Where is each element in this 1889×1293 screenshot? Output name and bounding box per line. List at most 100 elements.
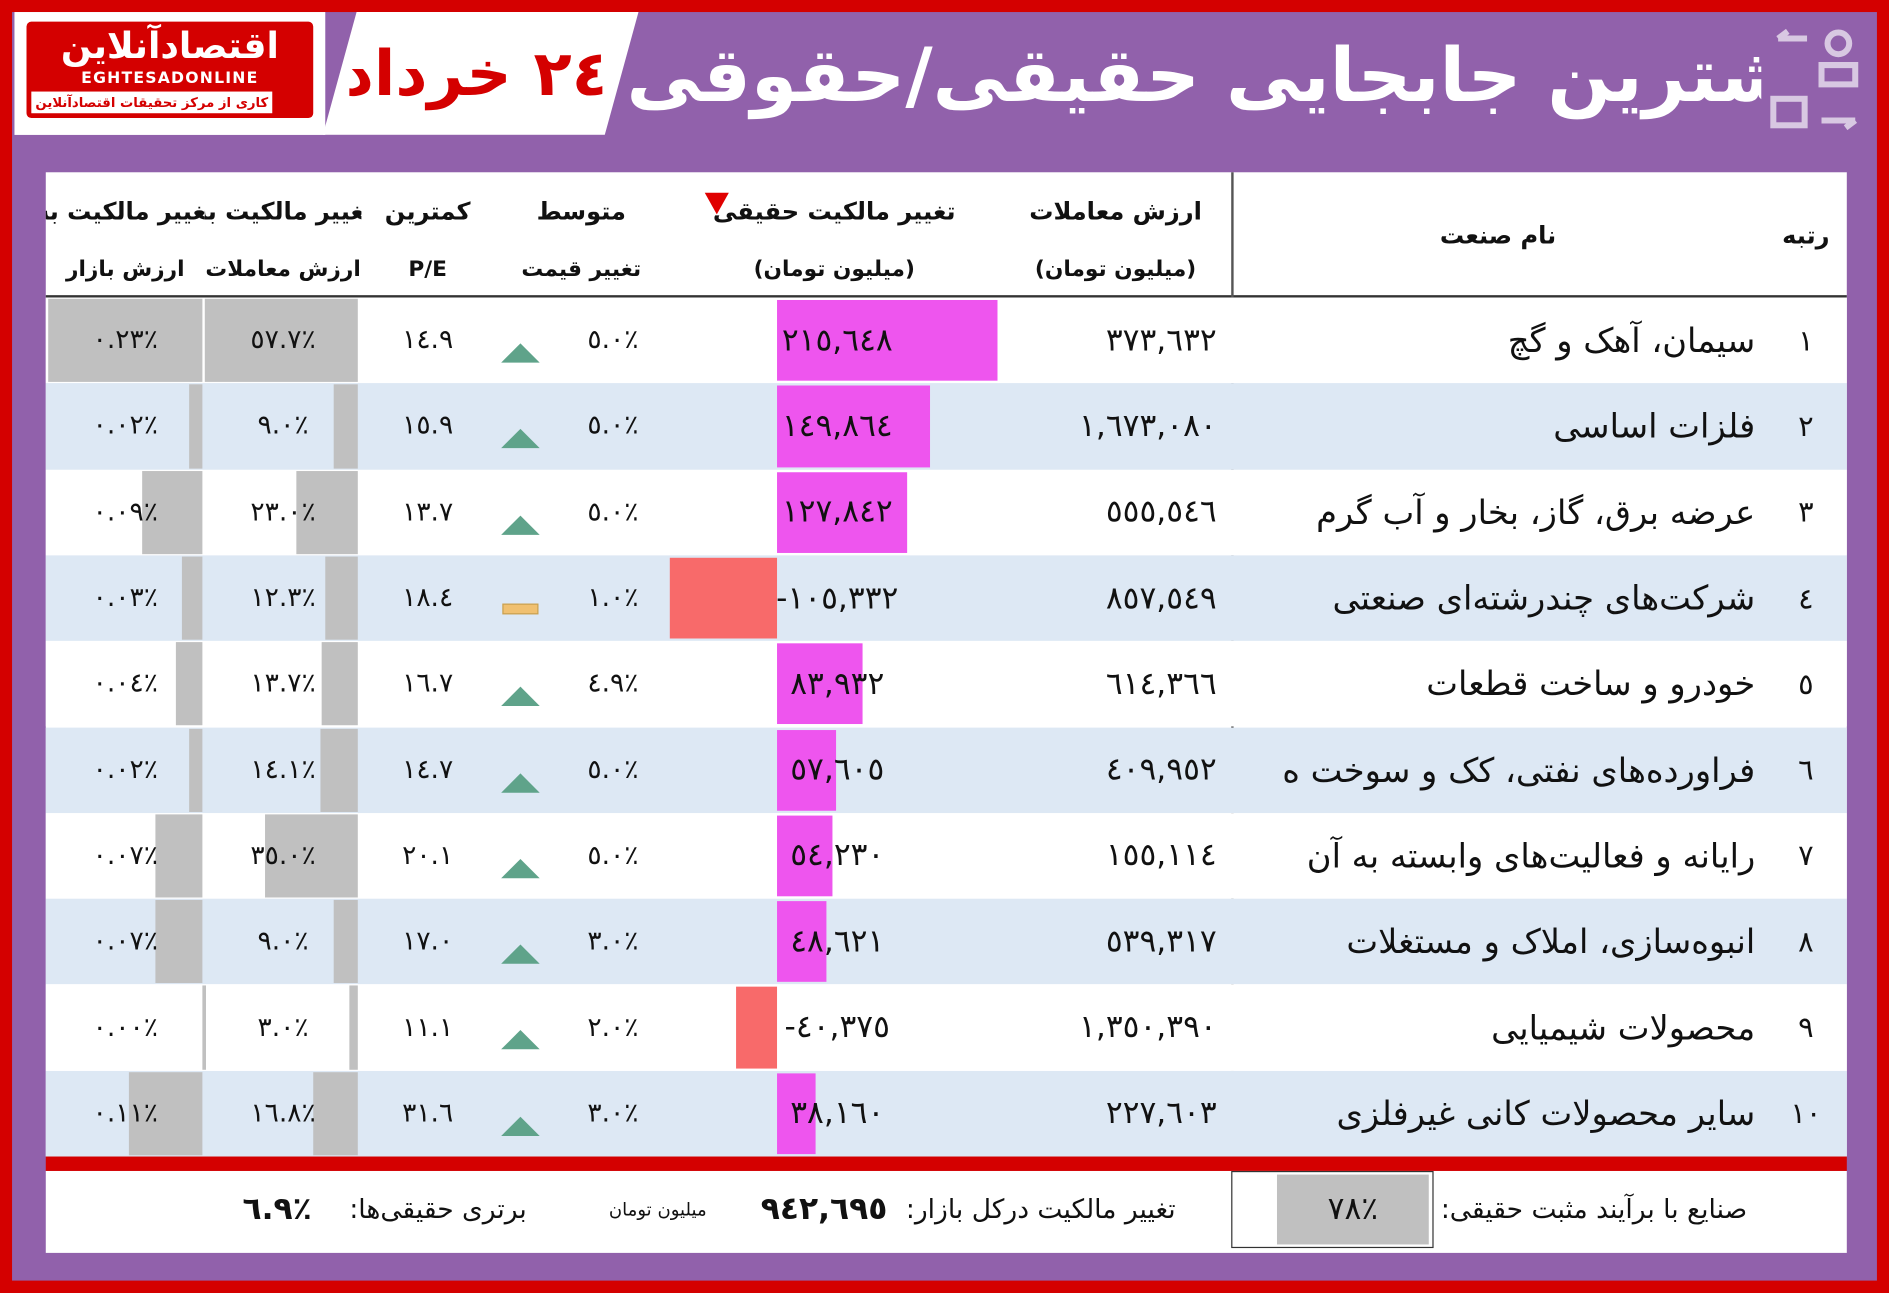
cell-to-market: ٠.٠٢٪ — [92, 754, 158, 786]
cell-rank: ٤ — [1798, 581, 1814, 616]
date-box — [322, 12, 639, 135]
column-header: تغییر مالکیت به — [205, 196, 362, 226]
footer-value: ٧٨٪ — [1327, 1191, 1379, 1228]
cell-rank: ٦ — [1798, 753, 1814, 787]
cell-to-trade: ١٤.١٪ — [250, 754, 316, 786]
column-header: متوسط — [536, 196, 626, 226]
cell-to-trade: ٩.٠٪ — [257, 411, 309, 442]
trade-ratio-bar — [333, 384, 358, 469]
real-change-bar — [777, 815, 833, 897]
trend-up-icon — [501, 1030, 540, 1050]
date-shape — [322, 12, 639, 135]
cell-pe: ١٤.٩ — [402, 325, 454, 356]
cell-to-market: ٠.٠٧٪ — [92, 926, 158, 957]
cell-trade-value: ١,٦٧٣,٠٨٠ — [1079, 408, 1217, 445]
cell-to-trade: ١٢.٣٪ — [250, 583, 316, 614]
cell-trade-value: ٢٢٧,٦٠٣ — [1105, 1095, 1217, 1132]
cell-to-market: ٠.٢٣٪ — [92, 325, 158, 356]
trend-up-icon — [501, 515, 540, 535]
cell-rank: ٩ — [1798, 1010, 1814, 1045]
cell-to-market: ٠.٠٧٪ — [92, 840, 158, 871]
cell-pe: ٢٠.١ — [402, 840, 454, 871]
trend-up-icon — [501, 1116, 540, 1136]
cell-pe: ١١.١ — [402, 1012, 454, 1043]
footer-label: برتری حقیقی‌ها: — [349, 1194, 527, 1225]
cell-name: خودرو و ساخت قطعات — [1426, 664, 1756, 704]
trend-up-icon — [501, 343, 540, 363]
column-header: ارزش معاملات — [1029, 196, 1202, 226]
cell-real-change: ٢١٥,٦٤٨ — [781, 322, 893, 359]
trade-ratio-bar — [264, 814, 358, 898]
real-change-bar — [735, 987, 778, 1069]
cell-trade-value: ٨٥٧,٥٤٩ — [1105, 580, 1217, 617]
cell-trade-value: ٤٠٩,٩٥٢ — [1105, 751, 1217, 789]
trend-flat-icon — [502, 603, 539, 615]
cell-name: شرکت‌های چندرشته‌ای صنعتی — [1332, 578, 1756, 619]
cell-real-change: -١٠٥,٣٣٢ — [776, 580, 899, 617]
column-header: تغییر مالکیت حقیقی — [712, 196, 956, 226]
cell-rank: ١ — [1798, 323, 1814, 358]
cell-to-market: ٠.٠٩٪ — [92, 497, 158, 528]
trend-up-icon — [501, 944, 540, 964]
trade-ratio-bar — [325, 556, 358, 640]
title-icon — [1770, 28, 1859, 131]
trade-ratio-bar — [349, 985, 358, 1070]
market-ratio-bar — [188, 384, 203, 469]
cell-to-market: ٠.٠٢٪ — [92, 411, 158, 442]
market-ratio-bar — [142, 470, 203, 555]
trade-ratio-bar — [296, 470, 358, 555]
separator — [45, 1156, 1847, 1171]
column-header: رتبه — [1782, 220, 1830, 250]
cell-real-change: ٨٣,٩٣٢ — [790, 665, 885, 703]
cell-price-change: ١.٠٪ — [587, 583, 639, 614]
trade-ratio-bar — [320, 728, 358, 812]
real-change-bar — [777, 299, 998, 382]
cell-pe: ١٣.٧ — [402, 497, 454, 528]
market-ratio-bar — [155, 900, 203, 984]
real-change-bar — [777, 901, 827, 983]
cell-price-change: ٢.٠٪ — [587, 1012, 639, 1043]
cell-pe: ٣١.٦ — [402, 1098, 454, 1129]
cell-price-change: ٥.٠٪ — [587, 840, 639, 871]
logo-tagline: کاری از مرکز تحقیقات اقتصادآنلاین — [31, 91, 273, 114]
cell-to-trade: ١٣.٧٪ — [250, 669, 316, 700]
cell-rank: ٧ — [1798, 838, 1814, 873]
cell-to-trade: ٥٧.٧٪ — [250, 325, 316, 356]
cell-trade-value: ١٥٥,١١٤ — [1105, 837, 1217, 874]
cell-trade-value: ٥٥٥,٥٤٦ — [1105, 494, 1217, 531]
cell-price-change: ٣.٠٪ — [587, 926, 639, 957]
cell-pe: ١٦.٧ — [402, 669, 454, 700]
trend-up-icon — [501, 772, 540, 793]
cell-real-change: ١٢٧,٨٤٢ — [781, 494, 893, 531]
cell-real-change: ١٤٩,٨٦٤ — [781, 408, 893, 445]
trade-ratio-bar — [333, 900, 358, 984]
cell-rank: ٢ — [1798, 409, 1814, 444]
cell-real-change: -٤٠,٣٧٥ — [784, 1009, 890, 1046]
cell-real-change: ٥٧,٦٠٥ — [790, 751, 885, 789]
cell-name: انبوه‌سازی، املاک و مستغلات — [1346, 921, 1756, 962]
column-header: P/E — [408, 255, 447, 282]
title: بیشترین جابجایی حقیقی/حقوقی — [626, 30, 1762, 119]
trend-up-icon — [501, 858, 540, 878]
date: ٢٤ خرداد — [349, 38, 603, 111]
real-change-bar — [777, 1073, 817, 1155]
footer — [45, 1170, 1847, 1253]
cell-price-change: ٥.٠٪ — [587, 411, 639, 442]
real-change-bar — [777, 643, 863, 725]
cell-name: محصولات شیمیایی — [1491, 1007, 1756, 1048]
cell-to-market: ٠.٠٠٪ — [92, 1012, 158, 1043]
column-header: نام صنعت — [1439, 220, 1557, 250]
trade-ratio-bar — [204, 298, 358, 383]
column-header: ارزش بازار — [66, 255, 185, 282]
cell-rank: ١٠ — [1790, 1096, 1822, 1131]
trade-ratio-bar — [321, 642, 358, 726]
cell-real-change: ٣٨,١٦٠ — [790, 1095, 885, 1132]
column-header: کمترین — [384, 196, 471, 226]
cell-price-change: ٤.٩٪ — [587, 669, 639, 700]
real-change-bar — [777, 385, 931, 467]
cell-trade-value: ٣٧٣,٦٣٢ — [1105, 322, 1217, 359]
sort-indicator — [704, 192, 729, 215]
market-ratio-bar — [48, 298, 203, 383]
trade-ratio-bar — [313, 1071, 358, 1156]
